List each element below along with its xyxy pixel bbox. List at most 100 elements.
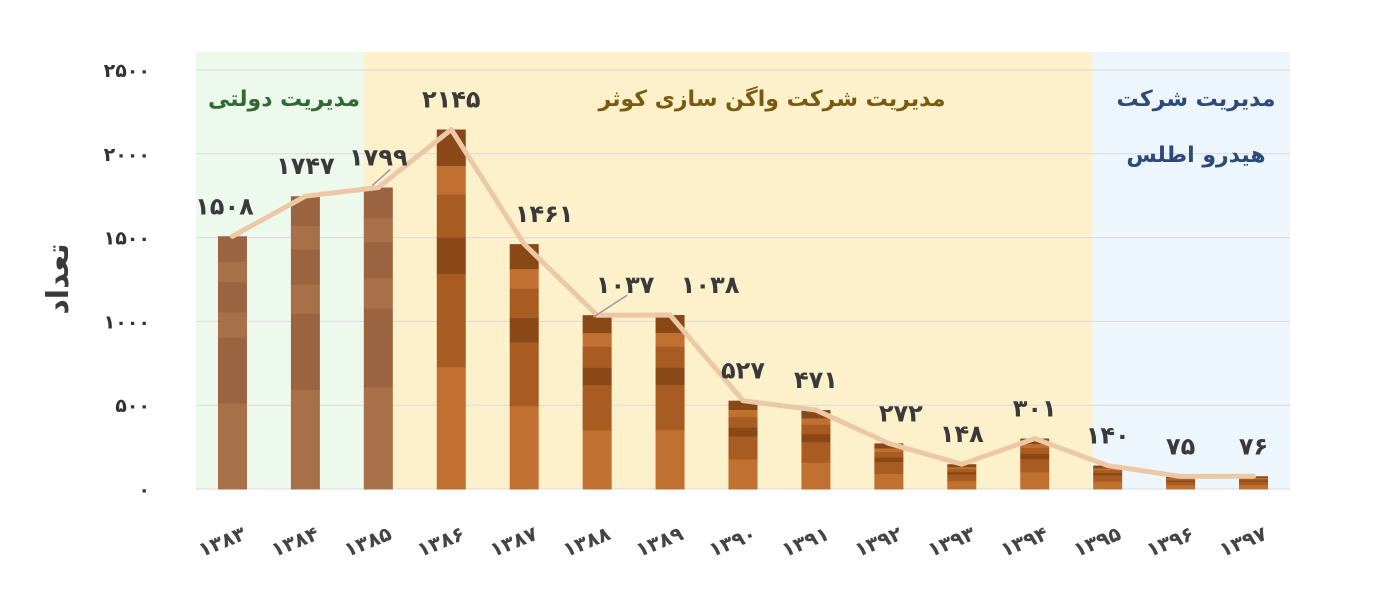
bar-10 <box>947 464 977 490</box>
x-tick-6: ۱۳۸۹ <box>632 521 686 562</box>
trend-point-13 <box>1178 473 1184 479</box>
value-label-9: ۲۷۲ <box>879 399 923 427</box>
trend-point-10 <box>959 461 965 467</box>
value-label-7: ۵۲۷ <box>721 357 765 385</box>
bar-0 <box>217 236 247 490</box>
value-label-4: ۱۴۶۱ <box>515 200 574 228</box>
bar-segment <box>290 284 320 314</box>
bar-segment <box>801 441 831 463</box>
y-tick-2: ۱۰۰۰ <box>104 311 150 333</box>
bar-segment <box>1239 480 1269 482</box>
bar-segment <box>1020 447 1050 455</box>
y-axis-ticks: ۰ ۵۰۰ ۱۰۰۰ ۱۵۰۰ ۲۰۰۰ ۲۵۰۰ <box>104 60 150 501</box>
bar-segment <box>655 315 685 333</box>
bar-segment <box>290 389 320 490</box>
value-label-8: ۴۷۱ <box>794 366 838 394</box>
period-labels: مدیریت دولتی مدیریت شرکت واگن سازی کوثر مد… <box>208 85 1275 168</box>
bar-segment <box>217 281 247 313</box>
bar-9 <box>874 443 904 490</box>
bar-segment <box>436 194 466 238</box>
trend-point-6 <box>667 312 673 318</box>
bar-segment <box>1239 481 1269 486</box>
value-label-13: ۷۵ <box>1166 432 1195 460</box>
trend-point-2 <box>375 184 381 190</box>
bar-segment <box>1093 467 1123 471</box>
bar-4 <box>509 244 539 490</box>
trend-point-3 <box>448 126 454 132</box>
bar-segment <box>436 366 466 490</box>
bar-segment <box>801 462 831 490</box>
bar-segment <box>509 288 539 319</box>
bar-segment <box>655 384 685 431</box>
trend-line-group <box>229 126 1257 479</box>
bar-segment <box>363 187 393 219</box>
bar-segment <box>1093 481 1123 490</box>
bar-segment <box>801 410 831 419</box>
bar-segment <box>217 337 247 404</box>
bar-segment <box>217 261 247 283</box>
bar-segment <box>728 427 758 437</box>
trend-point-9 <box>886 440 892 446</box>
period-label-2-line2: هیدرو اطلس <box>1126 143 1265 168</box>
bar-segment <box>947 466 977 470</box>
value-label-3: ۲۱۴۵ <box>422 85 481 113</box>
trend-point-14 <box>1251 473 1257 479</box>
bar-segment <box>655 332 685 347</box>
bar-segment <box>1093 474 1123 482</box>
trend-point-4 <box>521 241 527 247</box>
y-tick-4: ۲۰۰۰ <box>104 144 150 166</box>
bar-segment <box>728 416 758 428</box>
bar-segment <box>509 317 539 343</box>
x-tick-0: ۱۳۸۳ <box>195 521 249 562</box>
bar-segment <box>655 367 685 386</box>
value-label-1: ۱۷۴۷ <box>276 152 335 180</box>
bar-segment <box>1020 471 1050 490</box>
bar-segment <box>1020 443 1050 449</box>
x-tick-1: ۱۳۸۴ <box>268 521 322 562</box>
x-tick-8: ۱۳۹۱ <box>778 521 832 562</box>
value-labels: ۱۵۰۸ ۱۷۴۷ ۱۷۹۹ ۲۱۴۵ ۱۴۶۱ ۱۰۳۷ ۱۰۳۸ ۵۲۷ ۴۷۱ ۲۷۲ ۱۴۸… <box>195 85 1268 460</box>
period-label-2: مدیریت شرکت <box>1117 87 1276 112</box>
bar-segment <box>436 237 466 274</box>
bar-segment <box>363 277 393 309</box>
x-tick-14: ۱۳۹۷ <box>1216 521 1270 562</box>
value-label-0: ۱۵۰۸ <box>195 192 254 220</box>
x-tick-4: ۱۳۸۷ <box>486 521 540 562</box>
x-tick-10: ۱۳۹۳ <box>924 521 978 562</box>
period-band-1 <box>363 52 1093 489</box>
bar-segment <box>509 342 539 407</box>
y-tick-3: ۱۵۰۰ <box>104 228 150 250</box>
bar-6 <box>655 315 685 490</box>
bar-segment <box>1020 453 1050 460</box>
bar-11 <box>1020 438 1050 490</box>
y-tick-1: ۵۰۰ <box>115 395 150 417</box>
bar-8 <box>801 410 831 490</box>
value-label-5: ۱۰۳۷ <box>596 271 655 299</box>
bars <box>217 129 1269 490</box>
leader-line-2 <box>371 168 391 187</box>
bar-segment <box>801 417 831 425</box>
x-axis-ticks: ۱۳۸۳ ۱۳۸۴ ۱۳۸۵ ۱۳۸۶ ۱۳۸۷ ۱۳۸۸ ۱۳۸۹ ۱۳۹۰ ۱۳۹۱ ۱۳۹۲… <box>195 521 1270 562</box>
bar-segment <box>217 403 247 490</box>
bar-5 <box>582 315 612 490</box>
bar-segment <box>363 308 393 387</box>
bar-segment <box>874 461 904 475</box>
period-label-0: مدیریت دولتی <box>208 87 360 112</box>
bar-segment <box>1166 481 1196 486</box>
bar-segment <box>801 433 831 443</box>
bar-segment <box>363 386 393 490</box>
period-band-2 <box>1092 52 1290 489</box>
bar-segment <box>728 458 758 490</box>
x-tick-11: ۱۳۹۴ <box>997 521 1051 562</box>
y-axis-label: تعداد <box>41 243 76 314</box>
value-label-10: ۱۴۸ <box>940 420 984 448</box>
bar-segment <box>582 429 612 490</box>
bar-segment <box>1093 472 1123 476</box>
bar-segment <box>947 468 977 473</box>
value-label-14: ۷۶ <box>1239 432 1268 460</box>
bar-segment <box>947 474 977 482</box>
x-tick-2: ۱۳۸۵ <box>341 521 395 562</box>
x-tick-7: ۱۳۹۰ <box>705 521 759 562</box>
